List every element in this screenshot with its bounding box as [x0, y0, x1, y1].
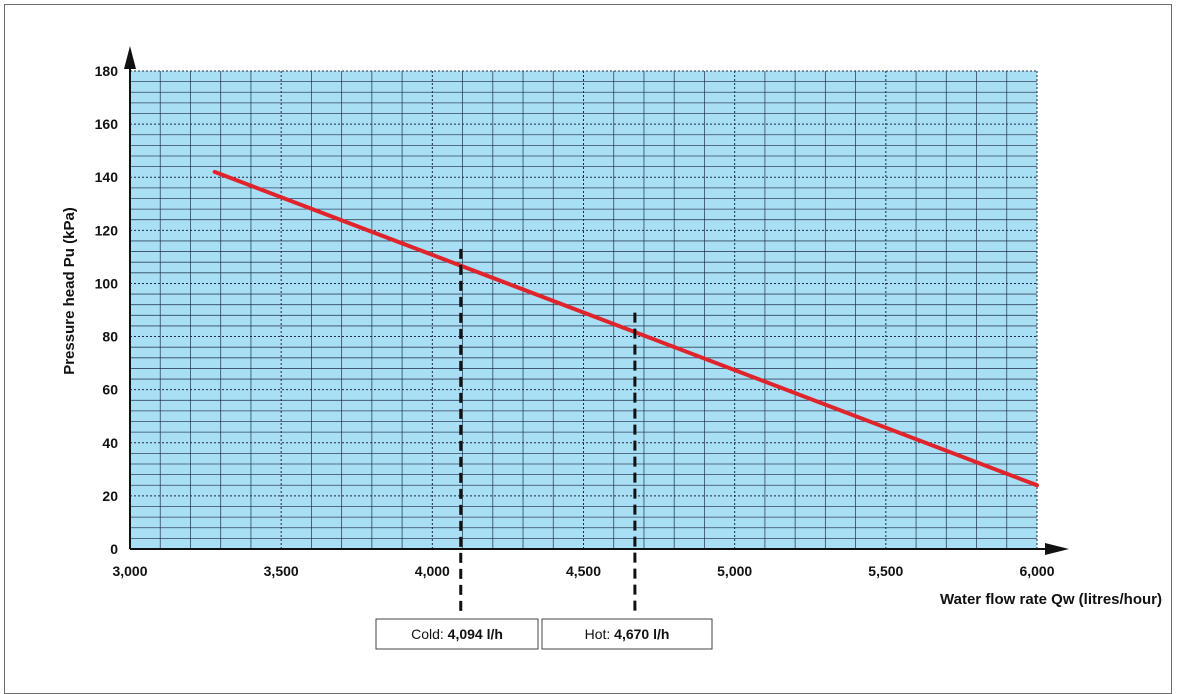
y-axis-ticks: 0 20 40 60 80 100 120 140 160 180 [95, 63, 119, 557]
y-tick-label: 180 [95, 63, 119, 79]
annotation-label-value: 4,094 l/h [448, 626, 503, 642]
x-axis-arrow [1045, 543, 1069, 555]
x-tick-label: 5,000 [717, 563, 752, 579]
x-tick-label: 3,500 [264, 563, 299, 579]
y-tick-label: 160 [95, 116, 119, 132]
y-axis-title: Pressure head Pu (kPa) [61, 207, 78, 375]
y-axis-arrow [124, 46, 136, 69]
x-tick-label: 6,000 [1019, 563, 1054, 579]
y-tick-label: 60 [102, 382, 118, 398]
plot-area [130, 71, 1037, 549]
annotation-label: Hot: 4,670 l/h [585, 626, 670, 642]
y-tick-label: 20 [102, 488, 118, 504]
y-tick-label: 0 [110, 541, 118, 557]
x-tick-label: 4,000 [415, 563, 450, 579]
x-axis-ticks: 3,000 3,500 4,000 4,500 5,000 5,500 6,000 [112, 563, 1054, 579]
annotation-label: Cold: 4,094 l/h [411, 626, 503, 642]
annotation-box [375, 618, 539, 650]
series-line [212, 169, 1039, 488]
series-layer [212, 169, 1039, 488]
annotations-layer: Cold: 4,094 l/h Hot: 4,670 l/h [375, 248, 713, 650]
y-tick-label: 140 [95, 169, 119, 185]
major-grid [130, 70, 1038, 549]
y-tick-label: 40 [102, 435, 118, 451]
annotation-label-prefix: Hot: [585, 626, 615, 642]
x-tick-label: 3,000 [112, 563, 147, 579]
y-tick-label: 120 [95, 222, 119, 238]
x-tick-label: 5,500 [868, 563, 903, 579]
y-tick-label: 100 [95, 275, 119, 291]
axes [124, 46, 1069, 555]
y-tick-label: 80 [102, 329, 118, 345]
annotation-label-value: 4,670 l/h [614, 626, 669, 642]
annotation-label-prefix: Cold: [411, 626, 448, 642]
x-tick-label: 4,500 [566, 563, 601, 579]
annotation-box [541, 618, 713, 650]
x-axis-title: Water flow rate Qw (litres/hour) [940, 591, 1162, 608]
